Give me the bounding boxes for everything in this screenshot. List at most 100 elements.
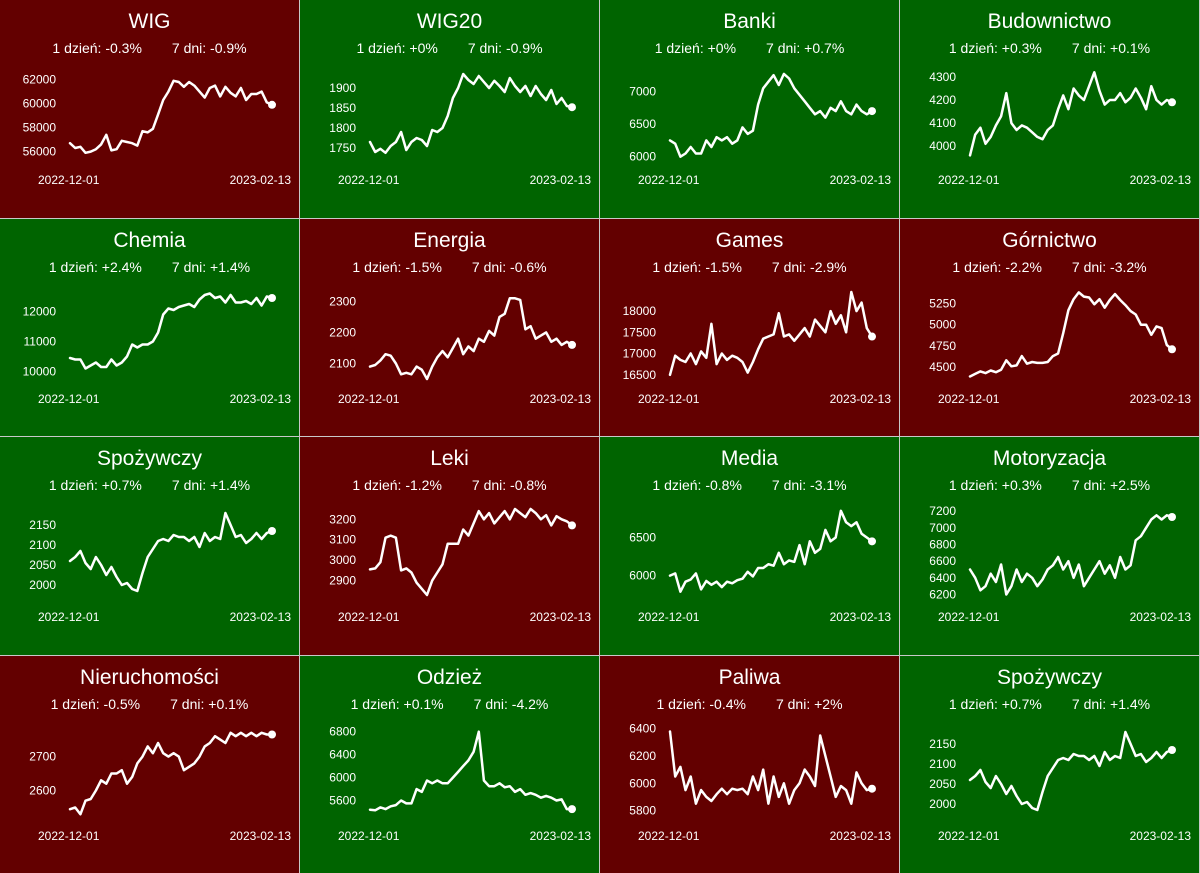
chart-title: Games (715, 228, 784, 252)
last-point-marker (268, 293, 276, 302)
chart-stats: 1 dzień: +0% 7 dni: -0.9% (300, 40, 599, 56)
x-tick-label-start: 2022-12-01 (38, 610, 100, 624)
chart-title: Górnictwo (1002, 228, 1097, 252)
series-line (68, 511, 274, 593)
y-tick-label: 2000 (29, 578, 56, 592)
y-tick-label: 4000 (929, 139, 956, 153)
line-chart: 5600 6000 6400 6800 2022-12-01 2023-02-13 (329, 724, 591, 842)
y-tick-label: 7000 (629, 85, 656, 99)
y-tick-label: 7200 (929, 504, 956, 518)
chart-panel: Media 1 dzień: -0.8% 7 dni: -3.1% 6000 6500 2… (600, 437, 899, 655)
line-chart: 2900 3000 3100 3200 2022-12-01 2023-02-13 (329, 507, 591, 624)
x-tick-label-start: 2022-12-01 (38, 392, 100, 406)
x-tick-label-end: 2023-02-13 (830, 392, 892, 406)
x-tick-label-end: 2023-02-13 (1130, 392, 1192, 406)
y-tick-label: 60000 (23, 97, 57, 111)
chart-panel: WIG20 1 dzień: +0% 7 dni: -0.9% 1750 1800 185… (300, 0, 599, 218)
y-tick-label: 4300 (929, 70, 956, 84)
series-line (668, 72, 874, 158)
last-point-marker (568, 340, 576, 349)
y-tick-label: 4500 (929, 360, 956, 374)
x-tick-label-end: 2023-02-13 (1130, 829, 1192, 843)
x-tick-label-start: 2022-12-01 (638, 610, 700, 624)
y-tick-label: 2300 (329, 294, 356, 308)
chart-panel: Leki 1 dzień: -1.2% 7 dni: -0.8% 2900 3000 31… (300, 437, 599, 655)
series-line (68, 731, 274, 816)
line-chart: 5800 6000 6200 6400 2022-12-01 2023-02-13 (629, 721, 891, 842)
y-tick-label: 6500 (629, 117, 656, 131)
y-tick-label: 4100 (929, 116, 956, 130)
last-point-marker (268, 100, 276, 109)
y-tick-label: 12000 (23, 304, 57, 318)
line-chart: 2600 2700 2022-12-01 2023-02-13 (29, 729, 292, 843)
x-tick-label-end: 2023-02-13 (230, 610, 292, 624)
x-tick-label-start: 2022-12-01 (338, 610, 400, 624)
y-tick-label: 2050 (29, 558, 56, 572)
y-tick-label: 5250 (929, 296, 956, 310)
stat-one-day: 1 dzień: -0.4% (656, 695, 746, 712)
y-tick-label: 6000 (329, 770, 356, 784)
chart-panel: Chemia 1 dzień: +2.4% 7 dni: +1.4% 10000 110… (0, 218, 299, 436)
chart-panel: Górnictwo 1 dzień: -2.2% 7 dni: -3.2% 4500 4… (900, 218, 1199, 436)
line-chart: 1750 1800 1850 1900 2022-12-01 2023-02-13 (329, 72, 591, 187)
stat-one-day: 1 dzień: +0% (356, 40, 438, 56)
chart-panel: Energia 1 dzień: -1.5% 7 dni: -0.6% 2100 220… (300, 218, 599, 436)
y-tick-label: 2150 (29, 518, 56, 532)
line-chart: 4500 4750 5000 5250 2022-12-01 2023-02-13 (929, 290, 1192, 406)
line-chart: 10000 11000 12000 2022-12-01 2023-02-13 (23, 291, 292, 406)
x-tick-label-end: 2023-02-13 (230, 829, 292, 843)
y-tick-label: 58000 (23, 121, 57, 135)
x-tick-label-end: 2023-02-13 (230, 392, 292, 406)
last-point-marker (268, 729, 276, 738)
line-chart: 2100 2200 2300 2022-12-01 2023-02-13 (329, 294, 591, 406)
stat-one-day: 1 dzień: -1.2% (352, 477, 442, 493)
series-line (968, 71, 1174, 157)
series-line (968, 730, 1174, 811)
last-point-marker (868, 332, 876, 341)
stat-seven-days: 7 dni: -3.1% (771, 477, 847, 493)
last-point-marker (568, 804, 576, 813)
chart-panel: Odzież 1 dzień: +0.1% 7 dni: -4.2% 5600 6000… (300, 655, 599, 873)
series-line (968, 290, 1174, 378)
stat-one-day: 1 dzień: -1.5% (652, 258, 742, 275)
series-line (668, 729, 874, 805)
y-tick-label: 6200 (929, 588, 956, 602)
y-tick-label: 1850 (329, 101, 356, 115)
chart-title: WIG (128, 10, 171, 33)
x-tick-label-start: 2022-12-01 (938, 392, 1000, 406)
chart-title: Energia (413, 228, 486, 252)
stat-seven-days: 7 dni: -0.9% (171, 40, 247, 56)
y-tick-label: 2100 (929, 757, 956, 771)
y-tick-label: 16500 (623, 367, 657, 381)
line-chart: 4000 4100 4200 4300 2022-12-01 2023-02-13 (929, 70, 1192, 187)
last-point-marker (1168, 98, 1176, 107)
x-tick-label-start: 2022-12-01 (38, 829, 100, 843)
y-tick-label: 3000 (329, 553, 356, 567)
y-tick-label: 6800 (329, 724, 356, 738)
chart-panel: Nieruchomości 1 dzień: -0.5% 7 dni: +0.1% 2… (0, 655, 299, 873)
y-tick-label: 6000 (629, 150, 656, 164)
x-tick-label-start: 2022-12-01 (338, 173, 400, 187)
y-tick-label: 4750 (929, 338, 956, 352)
stat-seven-days: 7 dni: -0.6% (471, 258, 547, 275)
chart-stats: 1 dzień: -1.2% 7 dni: -0.8% (300, 477, 599, 493)
chart-stats: 1 dzień: -2.2% 7 dni: -3.2% (900, 259, 1199, 275)
chart-panel: Budownictwo 1 dzień: +0.3% 7 dni: +0.1% 400… (900, 0, 1199, 218)
chart-stats: 1 dzień: +0% 7 dni: +0.7% (600, 40, 899, 56)
series-line (368, 296, 574, 380)
stat-one-day: 1 dzień: -0.8% (652, 477, 742, 493)
x-tick-label-end: 2023-02-13 (830, 610, 892, 624)
y-tick-label: 5600 (329, 793, 356, 807)
chart-panel: Games 1 dzień: -1.5% 7 dni: -2.9% 16500 1700… (600, 218, 899, 436)
x-tick-label-end: 2023-02-13 (1130, 173, 1192, 187)
stat-seven-days: 7 dni: +1.4% (171, 258, 251, 275)
y-tick-label: 6400 (929, 571, 956, 585)
last-point-marker (1168, 513, 1176, 521)
chart-title: Spożywczy (996, 665, 1103, 689)
series-line (368, 729, 574, 812)
line-chart: 2000 2050 2100 2150 2022-12-01 2023-02-13 (29, 511, 292, 624)
stat-seven-days: 7 dni: +1.4% (1071, 695, 1151, 712)
chart-panel: Spożywczy 1 dzień: +0.7% 7 dni: +1.4% 2000 2… (900, 655, 1199, 873)
chart-stats: 1 dzień: -0.5% 7 dni: +0.1% (0, 696, 299, 712)
